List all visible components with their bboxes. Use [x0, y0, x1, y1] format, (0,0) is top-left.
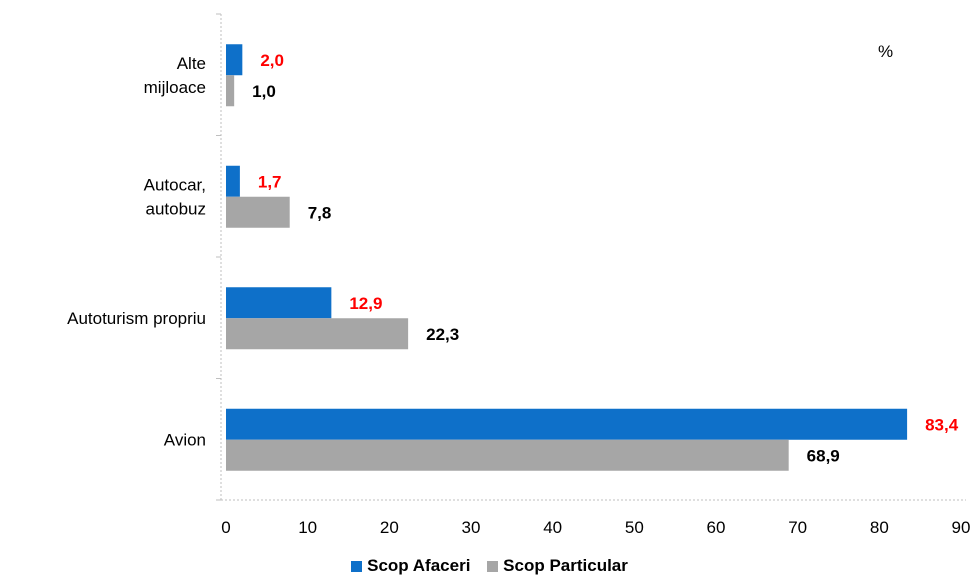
value-label-particular: 7,8 [308, 203, 332, 222]
bars [226, 44, 908, 471]
legend-label-afaceri: Scop Afaceri [367, 556, 471, 575]
legend-item-particular: Scop Particular [487, 556, 628, 576]
value-label-afaceri: 2,0 [260, 51, 284, 70]
x-tick-label: 90 [952, 518, 971, 537]
category-label: Autocar, autobuz [144, 175, 206, 218]
x-tick-label: 40 [543, 518, 562, 537]
category-label-line: autobuz [146, 199, 207, 218]
category-label: Alte mijloace [144, 54, 206, 97]
bar-afaceri [226, 408, 908, 440]
category-label-line: mijloace [144, 78, 206, 97]
value-label-afaceri: 12,9 [349, 294, 382, 313]
category-label-line: Alte [177, 54, 206, 73]
unit-label: % [878, 42, 893, 61]
x-tick-label: 80 [870, 518, 889, 537]
x-tick-label: 70 [788, 518, 807, 537]
bar-particular [226, 75, 235, 107]
x-tick-label: 60 [707, 518, 726, 537]
legend-swatch-particular [487, 560, 499, 572]
legend-item-afaceri: Scop Afaceri [351, 556, 470, 576]
bar-afaceri [226, 44, 243, 76]
x-tick-label: 20 [380, 518, 399, 537]
bar-particular [226, 196, 290, 228]
value-label-particular: 22,3 [426, 325, 459, 344]
legend-label-particular: Scop Particular [503, 556, 628, 575]
x-tick-label: 0 [221, 518, 230, 537]
category-label-line: Autocar, [144, 175, 206, 194]
value-label-particular: 1,0 [252, 82, 276, 101]
category-label-line: Avion [164, 430, 206, 449]
bar-afaceri [226, 287, 332, 319]
value-label-afaceri: 1,7 [258, 172, 282, 191]
x-tick-label: 30 [462, 518, 481, 537]
bar-afaceri [226, 165, 240, 197]
category-labels: Alte mijloace Autocar, autobuz Autoturism pr… [67, 54, 206, 450]
value-label-afaceri: 83,4 [925, 415, 959, 434]
category-label: Autoturism propriu [67, 309, 206, 328]
category-label-line: Autoturism propriu [67, 309, 206, 328]
value-label-particular: 68,9 [807, 446, 840, 465]
bar-particular [226, 318, 409, 350]
x-tick-label: 50 [625, 518, 644, 537]
value-labels: 2,0 1,0 1,7 7,8 12,9 22,3 83,4 68,9 [252, 51, 959, 466]
axes [216, 13, 966, 501]
x-axis-ticks: 0 10 20 30 40 50 60 70 80 90 [221, 518, 970, 537]
x-tick-label: 10 [298, 518, 317, 537]
bar-particular [226, 439, 789, 471]
chart: 0 10 20 30 40 50 60 70 80 90 Alte mijloace Autocar,… [67, 13, 970, 537]
category-label: Avion [164, 430, 206, 449]
legend-swatch-afaceri [351, 560, 363, 572]
legend: Scop Afaceri Scop Particular [0, 556, 979, 577]
